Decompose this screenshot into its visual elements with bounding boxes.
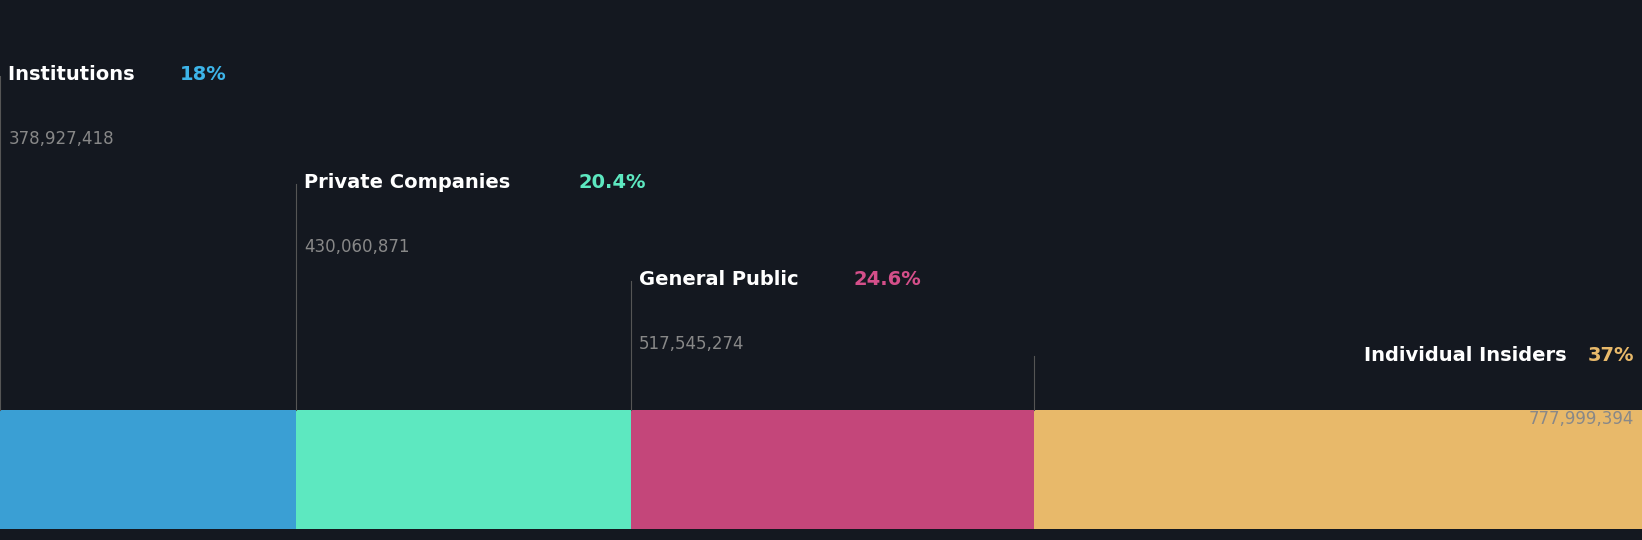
Text: 37%: 37%	[1588, 346, 1634, 365]
Bar	[1034, 410, 1642, 529]
Text: Individual Insiders: Individual Insiders	[1365, 346, 1573, 365]
Bar	[0, 410, 296, 529]
Text: 430,060,871: 430,060,871	[304, 238, 409, 255]
Text: General Public: General Public	[639, 270, 805, 289]
Bar	[296, 410, 631, 529]
Text: Institutions: Institutions	[8, 65, 141, 84]
Bar	[631, 410, 1034, 529]
Text: 24.6%: 24.6%	[854, 270, 921, 289]
Text: 20.4%: 20.4%	[578, 173, 645, 192]
Text: 517,545,274: 517,545,274	[639, 335, 744, 353]
Text: 18%: 18%	[181, 65, 227, 84]
Text: Private Companies: Private Companies	[304, 173, 517, 192]
Text: 777,999,394: 777,999,394	[1529, 410, 1634, 428]
Text: 378,927,418: 378,927,418	[8, 130, 113, 147]
